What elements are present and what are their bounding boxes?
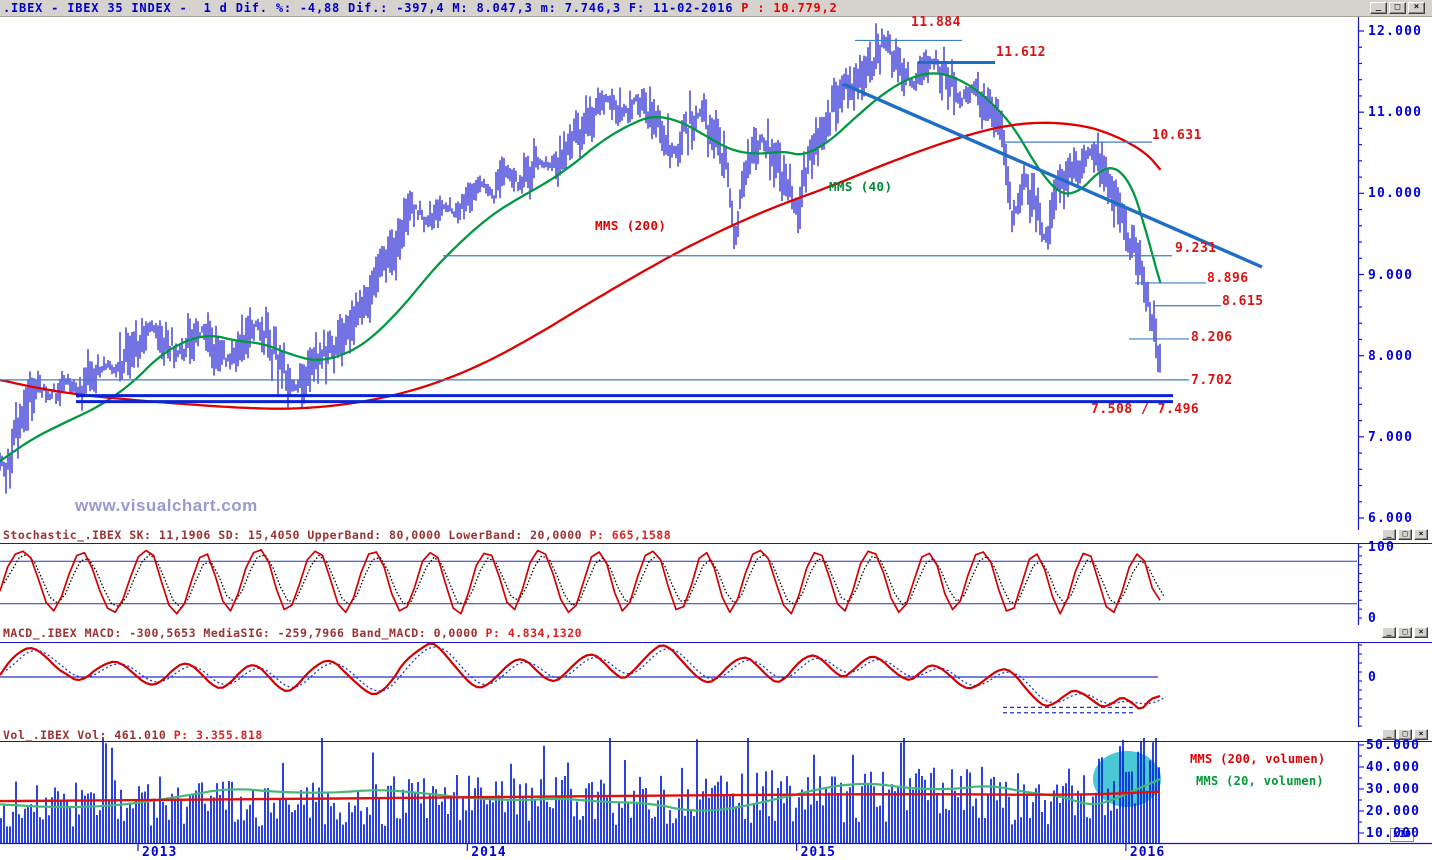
stoch-line (0, 548, 1161, 615)
macd-signal-line (5, 646, 1167, 705)
price-y-tick-label: 7.000 (1368, 429, 1414, 445)
price-level-label: 7.702 (1191, 373, 1233, 388)
price-bars-series (0, 23, 1161, 494)
minimize-button[interactable]: _ (1370, 2, 1387, 14)
price-level-label: 8.206 (1191, 330, 1233, 345)
minimize-button[interactable]: _ (1382, 529, 1396, 540)
price-y-tick-label: 8.000 (1368, 348, 1414, 364)
price-level-label: 8.896 (1207, 271, 1249, 286)
volume-header: Vol_.IBEX Vol: 461.010 P: 3.355.818 (3, 728, 263, 742)
volume-header-text: Vol_.IBEX Vol: 461.010 (3, 728, 174, 742)
macd-header: MACD_.IBEX MACD: -300,5653 MediaSIG: -25… (3, 626, 582, 640)
price-level-label: 9.231 (1175, 241, 1217, 256)
macd-window-controls: _ □ × (1382, 627, 1428, 638)
mms200-line (0, 121, 1162, 410)
stochastic-header: Stochastic_.IBEX SK: 11,1906 SD: 15,4050… (3, 528, 671, 542)
volume-y-tick-label: 50.000 (1366, 738, 1421, 753)
volume-ma20-line (0, 778, 1161, 812)
maximize-button[interactable]: □ (1398, 729, 1412, 740)
minimize-button[interactable]: _ (1382, 729, 1396, 740)
price-y-tick-label: 10.000 (1368, 186, 1423, 202)
close-button[interactable]: × (1414, 529, 1428, 540)
volume-y-tick-label: 40.000 (1366, 760, 1421, 775)
volume-ma200-line (0, 790, 1161, 803)
macd-y-tick-label: 0 (1368, 670, 1378, 685)
stoch-signal-line (3, 553, 1165, 609)
price-level-label: 8.615 (1222, 294, 1264, 309)
stochastic-header-value: P: 665,1588 (589, 528, 672, 542)
mms40-line (0, 72, 1162, 463)
trendline (842, 82, 1263, 269)
year-tick-label: 2016 (1129, 845, 1166, 860)
mms200-label: MMS (200) (595, 218, 667, 233)
price-y-tick-label: 9.000 (1368, 267, 1414, 283)
instrument-title: .IBEX - IBEX 35 INDEX - 1 d Dif. %: -4,8… (3, 1, 742, 15)
title-price-value: P : 10.779,2 (741, 1, 838, 15)
close-button[interactable]: × (1414, 729, 1428, 740)
volume-y-tick-label: 30.000 (1366, 782, 1421, 797)
minimize-button[interactable]: _ (1382, 627, 1396, 638)
stochastic-window-controls: _ □ × (1382, 529, 1428, 540)
price-y-tick-label: 12.000 (1368, 24, 1423, 39)
close-button[interactable]: × (1414, 627, 1428, 638)
price-y-tick-label: 6.000 (1368, 511, 1414, 526)
maximize-button[interactable]: □ (1398, 529, 1412, 540)
maximize-button[interactable]: □ (1389, 2, 1406, 14)
price-level-label: 11.612 (996, 45, 1046, 60)
title-bar: .IBEX - IBEX 35 INDEX - 1 d Dif. %: -4,8… (0, 0, 1432, 17)
watermark: www.visualchart.com (75, 496, 258, 515)
macd-line (0, 642, 1161, 710)
volume-ma200-legend: MMS (200, volumen) (1190, 752, 1326, 766)
mms40-label: MMS (40) (829, 179, 893, 194)
year-tick-label: 2014 (471, 845, 507, 860)
stoch-y-tick-label: 100 (1368, 540, 1396, 555)
macd-header-value: P: 4.834,1320 (485, 626, 583, 640)
volume-multiplier-badge: x10 (1390, 828, 1415, 842)
price-level-label: 11.884 (911, 15, 961, 30)
price-y-tick-label: 11.000 (1368, 105, 1423, 121)
volume-ma20-legend: MMS (20, volumen) (1196, 774, 1324, 788)
year-tick-label: 2015 (800, 845, 836, 860)
volume-bars-series (0, 738, 1160, 843)
price-level-label: 10.631 (1152, 128, 1202, 143)
macd-header-text: MACD_.IBEX MACD: -300,5653 MediaSIG: -25… (3, 626, 486, 640)
maximize-button[interactable]: □ (1398, 627, 1412, 638)
year-tick-label: 2013 (142, 845, 178, 860)
main-window-controls: _ □ × (1370, 2, 1425, 14)
price-level-label: 7.508 / 7.496 (1091, 402, 1200, 417)
volume-y-tick-label: 20.000 (1366, 804, 1421, 819)
close-button[interactable]: × (1408, 2, 1425, 14)
volume-window-controls: _ □ × (1382, 729, 1428, 740)
stoch-y-tick-label: 0 (1368, 611, 1378, 626)
volume-y-tick-label: 10.000 (1366, 826, 1421, 841)
volume-header-value: P: 3.355.818 (173, 728, 263, 742)
stochastic-header-text: Stochastic_.IBEX SK: 11,1906 SD: 15,4050… (3, 528, 590, 542)
